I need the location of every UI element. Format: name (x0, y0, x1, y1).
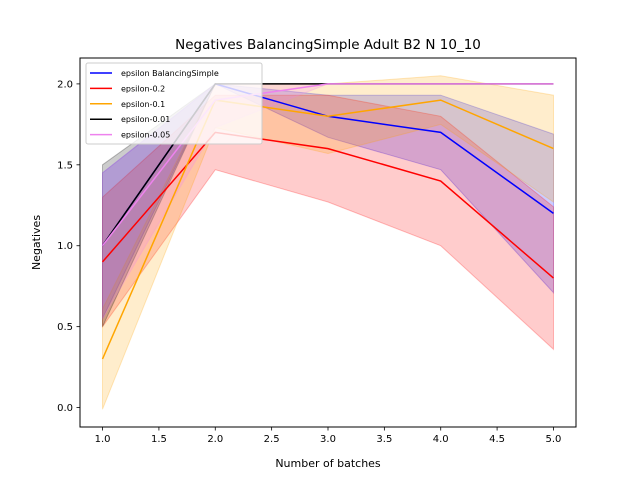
x-tick-label: 1.0 (95, 434, 111, 445)
x-tick-label: 2.5 (264, 434, 280, 445)
band-series-1 (102, 94, 554, 351)
line-series-2 (101, 99, 554, 360)
x-tick-label: 3.5 (376, 434, 392, 445)
legend-label-0: epsilon BalancingSimple (121, 69, 219, 78)
y-axis-label: Negatives (30, 215, 43, 270)
line-series-1 (101, 131, 554, 279)
legend-label-1: epsilon-0.2 (121, 84, 165, 93)
band-series-0 (102, 83, 554, 319)
x-tick-label: 4.0 (433, 434, 449, 445)
legend-label-3: epsilon-0.01 (121, 115, 170, 124)
legend-label-2: epsilon-0.1 (121, 100, 165, 109)
y-tick-label: 0.0 (57, 403, 73, 414)
y-axis-ticks: 0.0 0.5 1.0 1.5 2.0 (57, 79, 80, 414)
y-tick-label: 1.5 (57, 160, 73, 171)
y-tick-label: 2.0 (57, 79, 73, 90)
y-tick-label: 1.0 (57, 241, 73, 252)
x-axis-ticks: 1.0 1.5 2.0 2.5 3.0 3.5 4.0 4.5 5.0 (95, 427, 562, 445)
x-tick-label: 5.0 (546, 434, 562, 445)
x-axis-label: Number of batches (275, 457, 381, 470)
legend-label-4: epsilon-0.05 (121, 131, 170, 140)
x-tick-label: 3.0 (320, 434, 336, 445)
legend: epsilon BalancingSimple epsilon-0.2 epsilo… (85, 62, 263, 145)
x-tick-label: 2.0 (207, 434, 223, 445)
confidence-bands (102, 75, 554, 410)
y-tick-label: 0.5 (57, 322, 73, 333)
x-tick-label: 4.5 (489, 434, 505, 445)
legend-box (85, 62, 263, 145)
chart-title: Negatives BalancingSimple Adult B2 N 10_… (175, 37, 481, 53)
x-tick-label: 1.5 (151, 434, 167, 445)
line-series-4 (101, 83, 554, 247)
